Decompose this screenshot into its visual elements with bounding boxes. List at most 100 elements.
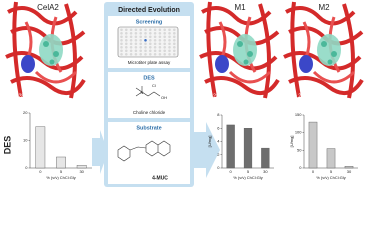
x-tick-label: 5: [247, 169, 250, 174]
y-tick-label: 20: [23, 110, 28, 115]
well: [149, 42, 152, 46]
well: [173, 32, 176, 35]
box: [108, 122, 190, 184]
bar: [56, 156, 66, 169]
well: [153, 28, 157, 32]
side-label: DES: [2, 136, 12, 155]
well: [139, 49, 142, 53]
y-tick-label: 10: [23, 138, 28, 143]
well: [139, 28, 142, 32]
protein-structure: [282, 0, 366, 102]
x-tick-label: 0: [312, 169, 315, 174]
atom: OH: [161, 95, 167, 100]
well: [163, 42, 166, 46]
well: [149, 28, 152, 32]
well: [129, 42, 133, 46]
well: [153, 42, 157, 46]
well: [129, 32, 133, 35]
well: [163, 53, 166, 56]
well: [134, 35, 138, 39]
well: [120, 46, 123, 49]
x-tick-label: 5: [60, 169, 63, 174]
panel-title: M1: [234, 3, 246, 12]
x-tick-label: 0: [39, 169, 42, 174]
y-axis-label: [U/mg]: [207, 136, 212, 148]
y-tick-label: 2: [217, 152, 220, 157]
well: [163, 39, 166, 42]
well: [144, 35, 147, 39]
y-tick-label: 100: [295, 130, 302, 135]
well: [163, 46, 166, 49]
x-tick-label: 5: [330, 169, 333, 174]
caption: Microtiter plate assay: [128, 60, 171, 65]
box-title: Screening: [136, 19, 163, 25]
well: [139, 42, 142, 46]
well: [158, 49, 162, 53]
well: [168, 35, 171, 39]
well: [158, 46, 162, 49]
well: [120, 32, 123, 35]
box-title: DES: [143, 75, 155, 81]
well: [129, 49, 133, 53]
x-tick-label: 30: [263, 169, 268, 174]
well: [129, 39, 133, 42]
panel-title: CelA2: [37, 3, 59, 12]
well: [134, 49, 138, 53]
well: [120, 28, 123, 32]
well: [120, 42, 123, 46]
well: [125, 39, 128, 42]
well: [139, 35, 142, 39]
protein-structure: [198, 0, 282, 102]
well: [134, 28, 138, 32]
well: [158, 35, 162, 39]
well: [144, 39, 147, 42]
well: [153, 53, 157, 56]
well: [163, 28, 166, 32]
well: [134, 39, 138, 42]
well: [125, 35, 128, 39]
well: [120, 35, 123, 39]
panel-title: Directed Evolution: [118, 7, 180, 14]
well: [173, 42, 176, 46]
muc-structure: [117, 140, 171, 162]
well: [134, 53, 138, 56]
well: [144, 49, 147, 53]
well: [168, 53, 171, 56]
well: [149, 32, 152, 35]
well: [139, 46, 142, 49]
bar: [344, 166, 354, 169]
residue-label: His 288: [10, 93, 27, 99]
well: [144, 42, 147, 46]
well: [149, 53, 152, 56]
bar: [261, 147, 270, 169]
well: [158, 32, 162, 35]
well: [139, 32, 142, 35]
bar: [308, 121, 318, 169]
protein-structure: [4, 0, 88, 102]
well: [139, 53, 142, 56]
box-title: Substrate: [136, 125, 161, 131]
well: [149, 35, 152, 39]
well: [163, 32, 166, 35]
panel-title: M2: [318, 3, 330, 12]
graphical-abstract: CelA2 His 288 DES Directed Evolution Scr…: [2, 0, 366, 187]
bar: [35, 126, 46, 169]
well: [173, 46, 176, 49]
well: [168, 39, 171, 42]
x-axis-label: % (v/v) ChCl:Gly: [233, 175, 263, 180]
well: [173, 53, 176, 56]
well: [153, 39, 157, 42]
well: [144, 53, 147, 56]
caption: Choline chloride: [133, 110, 166, 115]
y-tick-label: 0: [299, 165, 302, 170]
well: [134, 42, 138, 46]
well: [144, 28, 147, 32]
x-tick-label: 0: [230, 169, 233, 174]
well: [125, 42, 128, 46]
well: [134, 32, 138, 35]
y-axis-label: [U/mg]: [289, 136, 294, 148]
y-tick-label: 0: [25, 165, 28, 170]
well: [125, 46, 128, 49]
bar: [76, 165, 87, 169]
x-tick-label: 30: [79, 169, 84, 174]
